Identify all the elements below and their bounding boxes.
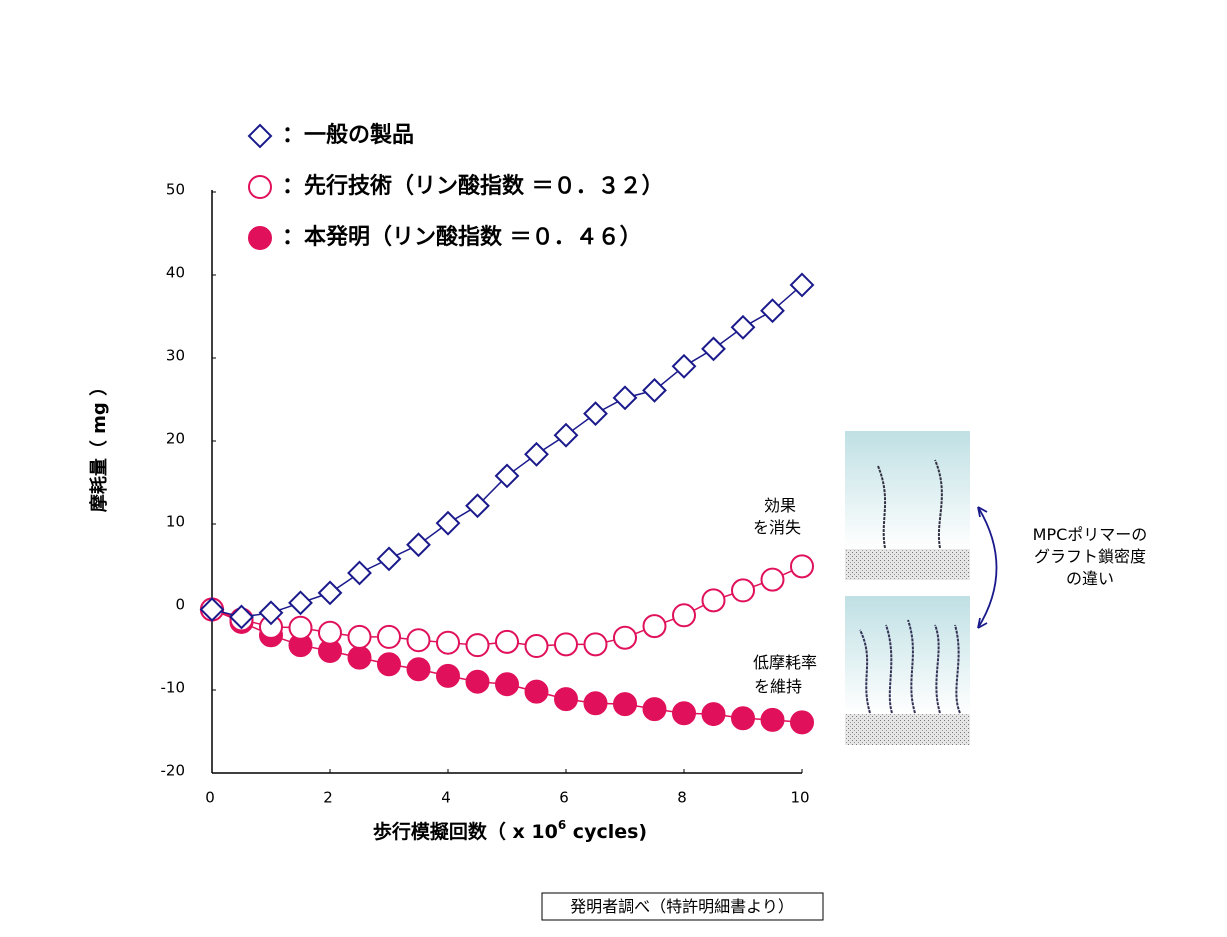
annotation: 効果を消失	[753, 496, 801, 537]
data-point	[583, 691, 608, 716]
data-point	[435, 510, 461, 536]
data-point	[465, 493, 490, 519]
series-line	[211, 284, 803, 618]
annotation-line: MPCポリマーの	[1033, 525, 1148, 544]
data-point	[554, 632, 578, 657]
data-point	[406, 657, 431, 682]
data-point	[347, 560, 372, 586]
data-point	[760, 298, 785, 324]
data-point	[671, 353, 697, 379]
data-point	[376, 546, 402, 572]
legend-marker	[248, 226, 272, 250]
data-point	[760, 567, 785, 592]
data-point	[672, 603, 696, 628]
data-point	[789, 272, 815, 298]
data-point	[524, 634, 549, 659]
data-point	[494, 463, 520, 489]
data-point	[731, 578, 755, 603]
legend-label: ：本発明（リン酸指数 ＝０．４６）	[282, 224, 642, 250]
y-tick-label: 10	[166, 513, 185, 531]
legend-label: ：先行技術（リン酸指数 ＝０．３２）	[282, 173, 664, 199]
data-point	[524, 441, 549, 467]
illustration-bottom	[845, 596, 970, 745]
data-point	[436, 630, 460, 655]
annotation: MPCポリマーのグラフト鎖密度の違い	[1033, 525, 1148, 588]
data-point	[642, 697, 667, 722]
data-point	[377, 624, 401, 649]
annotation-line: グラフト鎖密度	[1034, 547, 1146, 566]
arrow-head	[977, 506, 988, 629]
annotation-line: の違い	[1066, 569, 1114, 588]
legend-marker	[248, 175, 272, 199]
data-point	[613, 692, 637, 717]
x-label-tail: cycles)	[566, 821, 647, 843]
y-tick-label: -20	[161, 762, 186, 780]
data-point	[406, 628, 431, 653]
data-point	[642, 614, 667, 639]
data-point	[465, 633, 490, 658]
source: 発明者調べ（特許明細書より）	[570, 897, 794, 916]
data-point	[199, 597, 225, 622]
x-tick-label: 0	[205, 789, 215, 807]
x-label-main: 歩行模擬回数（ x 10	[373, 820, 558, 843]
data-point	[701, 588, 726, 613]
data-point	[790, 710, 814, 735]
data-point	[583, 401, 608, 427]
y-tick-label: 20	[166, 430, 185, 448]
data-point	[465, 669, 490, 694]
x-axis-label: 歩行模擬回数（ x 106 cycles)	[373, 818, 647, 843]
data-point	[347, 645, 372, 670]
data-point	[229, 604, 254, 630]
source-box	[541, 892, 824, 921]
legend-marker	[247, 123, 273, 149]
data-point	[317, 580, 343, 606]
data-point	[701, 336, 726, 362]
data-point	[672, 701, 696, 726]
data-point	[288, 590, 313, 616]
data-point	[347, 624, 372, 649]
y-axis-label: 摩耗量（ mg ）	[88, 378, 110, 512]
y-tick-label: 50	[166, 181, 185, 199]
legend-label: ：一般の製品	[282, 122, 414, 148]
annotation-line: を消失	[753, 518, 801, 537]
x-tick-label: 2	[323, 789, 333, 807]
compare-arrow	[977, 506, 998, 629]
x-tick-label: 4	[441, 789, 451, 807]
annotation-line: を維持	[754, 677, 802, 696]
y-tick-label: 30	[166, 347, 185, 365]
x-tick-label: 8	[677, 789, 687, 807]
data-point	[495, 672, 519, 697]
y-tick-label: 0	[175, 596, 185, 614]
y-tick-label: 40	[166, 264, 185, 282]
data-point	[318, 620, 342, 645]
y-tick-label: -10	[161, 679, 186, 697]
data-point	[377, 652, 401, 677]
data-point	[258, 600, 284, 626]
data-point	[583, 632, 608, 657]
data-point	[495, 629, 519, 654]
x-label-sup: 6	[558, 818, 566, 832]
x-tick-label: 10	[790, 789, 809, 807]
data-point	[524, 679, 549, 704]
data-point	[288, 615, 313, 640]
data-point	[642, 377, 667, 403]
annotation: 低摩耗率を維持	[753, 653, 817, 696]
data-point	[436, 663, 460, 688]
data-point	[612, 385, 638, 411]
data-point	[701, 702, 726, 727]
illustration-top	[845, 431, 970, 580]
data-point	[731, 706, 755, 731]
data-point	[406, 532, 431, 558]
annotation-line: 低摩耗率	[753, 653, 817, 672]
x-tick-label: 6	[559, 789, 569, 807]
data-point	[554, 687, 578, 712]
data-point	[760, 707, 785, 732]
annotation-line: 効果	[764, 496, 796, 515]
data-point	[790, 554, 814, 579]
data-point	[553, 422, 579, 448]
data-point	[730, 314, 756, 340]
data-point	[613, 625, 637, 650]
